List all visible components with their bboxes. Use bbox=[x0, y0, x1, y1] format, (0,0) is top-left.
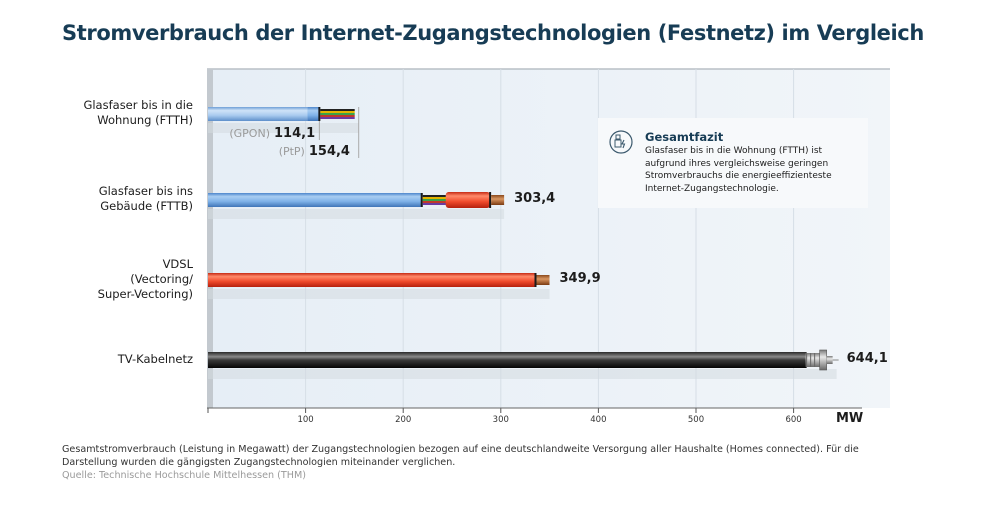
bar-fttb-cap2 bbox=[489, 192, 492, 208]
bar-fttb-copper bbox=[445, 192, 491, 208]
chart-title: Stromverbrauch der Internet-Zugangstechn… bbox=[62, 21, 924, 45]
x-tick-label: 500 bbox=[687, 415, 705, 425]
category-label-line: Wohnung (FTTH) bbox=[97, 113, 193, 127]
bar-ftth-wires-strand bbox=[320, 113, 355, 115]
bar-fttb-wires-strand bbox=[422, 201, 447, 203]
category-label-line: TV-Kabelnetz bbox=[117, 351, 193, 366]
bar-shadow-ftth bbox=[208, 123, 359, 133]
bar-vdsl bbox=[208, 273, 536, 287]
value-label-vdsl: 349,9 bbox=[559, 271, 601, 286]
category-label-line: Super-Vectoring) bbox=[97, 286, 193, 301]
bar-fttb-cap bbox=[420, 193, 423, 207]
conclusion-title: Gesamtfazit bbox=[645, 130, 724, 144]
bar-shadow-coax bbox=[208, 369, 837, 379]
bar-fttb-wires-strand bbox=[422, 197, 447, 199]
category-label: VDSL (Vectoring/Super-Vectoring) bbox=[98, 257, 193, 302]
x-tick-label: 200 bbox=[395, 415, 412, 425]
bar-ftth-wires-strand bbox=[320, 117, 355, 119]
category-label-line: Glasfaser bis ins bbox=[98, 184, 193, 198]
conclusion-box: Gesamtfazit Glasfaser bis in die Wohnung… bbox=[598, 118, 868, 208]
ptp-variant: (PtP) bbox=[278, 145, 305, 158]
fiber-lightning-icon bbox=[609, 130, 633, 154]
bar-ftth-wires-strand bbox=[320, 111, 355, 113]
bar-fttb-wires-strand bbox=[422, 199, 447, 201]
value-label-fttb: 303,4 bbox=[514, 191, 556, 206]
category-label-line: VDSL bbox=[162, 256, 193, 271]
bar-shadow-fttb bbox=[208, 209, 505, 219]
gpon-variant: (GPON) bbox=[229, 127, 270, 140]
value-label-coax: 644,1 bbox=[846, 351, 888, 366]
bar-fttb-wires-strand bbox=[422, 195, 447, 197]
bar-ftth-wires-strand bbox=[320, 109, 355, 111]
bar-fttb-wires-strand bbox=[422, 203, 447, 205]
bar-vdsl-cap bbox=[534, 273, 537, 287]
bar-ftth-fiber bbox=[208, 107, 308, 121]
x-tick-label: 400 bbox=[590, 415, 607, 425]
x-axis-unit-label: MW bbox=[836, 411, 864, 426]
category-label-line: Glasfaser bis in die bbox=[83, 98, 193, 112]
category-label: TV-Kabelnetz bbox=[118, 352, 193, 367]
bar-vdsl-copper-core bbox=[536, 275, 550, 285]
bar-shadow-vdsl bbox=[208, 289, 550, 299]
bar-coax-tip bbox=[826, 356, 833, 364]
bar-fttb-fiber bbox=[208, 193, 423, 207]
category-label: Glasfaser bis in die Wohnung (FTTH) bbox=[83, 98, 193, 128]
bar-ftth-sleeve bbox=[307, 107, 320, 121]
bar-coax-nut bbox=[819, 349, 827, 371]
bar-fttb-copper-core bbox=[491, 195, 505, 205]
gpon-value-label: 114,1 bbox=[274, 126, 316, 141]
conclusion-text: Glasfaser bis in die Wohnung (FTTH) ist … bbox=[645, 146, 832, 194]
footnote: Gesamtstromverbrauch (Leistung in Megawa… bbox=[62, 444, 859, 468]
x-tick-label: 100 bbox=[297, 415, 314, 425]
x-tick-label: 300 bbox=[492, 415, 509, 425]
category-label-line: (Vectoring/ bbox=[130, 271, 193, 286]
y-axis-bar bbox=[207, 69, 213, 408]
category-label-line: Gebäude (FTTB) bbox=[100, 199, 193, 213]
bar-coax-connector bbox=[805, 353, 820, 367]
category-label: Glasfaser bis ins Gebäude (FTTB) bbox=[99, 184, 193, 214]
bar-ftth-cap bbox=[318, 107, 321, 121]
gpon-label: (GPON) 114,1 bbox=[229, 126, 315, 141]
source-note: Quelle: Technische Hochschule Mittelhess… bbox=[62, 470, 306, 481]
ptp-label: (PtP) 154,4 bbox=[279, 144, 350, 159]
bar-coax bbox=[208, 352, 807, 368]
x-tick-label: 600 bbox=[785, 415, 802, 425]
bar-ftth-wires-strand bbox=[320, 115, 355, 117]
ptp-value-label: 154,4 bbox=[308, 144, 350, 159]
